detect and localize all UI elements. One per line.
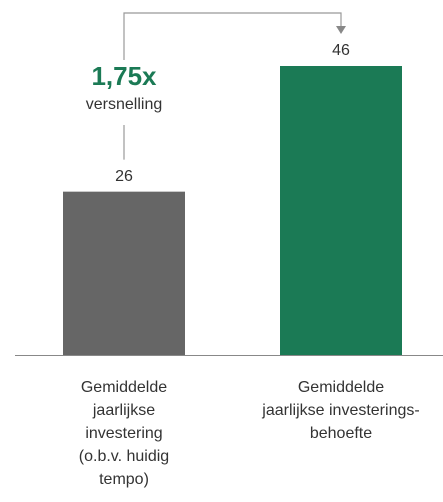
- x-tick-label: investering: [85, 425, 162, 442]
- x-tick-label: behoefte: [310, 425, 372, 442]
- value-label: 46: [332, 42, 350, 59]
- x-tick-label: Gemiddelde: [81, 379, 167, 396]
- x-tick-label: jaarlijkse: [92, 402, 155, 419]
- bar: [280, 66, 402, 355]
- value-label: 26: [115, 168, 133, 185]
- x-tick-label: (o.b.v. huidig: [79, 448, 169, 465]
- annotation-label: versnelling: [86, 96, 162, 113]
- bar: [63, 191, 185, 355]
- x-tick-label: tempo): [99, 471, 149, 488]
- connector: [123, 12, 342, 60]
- x-tick-label: Gemiddelde: [298, 379, 384, 396]
- annotation-value: 1,75x: [91, 61, 157, 91]
- arrow-head: [336, 26, 346, 34]
- x-tick-label: jaarlijkse investerings-: [261, 402, 419, 419]
